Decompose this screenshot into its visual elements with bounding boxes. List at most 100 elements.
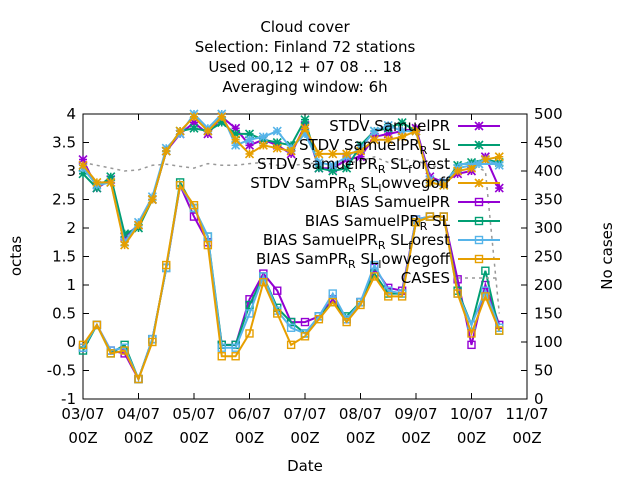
- x-axis-label: Date: [287, 457, 323, 475]
- y-tick-label: 3.5: [52, 134, 76, 152]
- data-point: [231, 352, 240, 361]
- y2-tick-label: 0: [534, 390, 544, 408]
- legend-label: BIAS SamuelPRR SLforest: [263, 231, 450, 252]
- data-point: [397, 132, 407, 142]
- y-tick-label: 2.5: [52, 191, 76, 209]
- data-point: [120, 240, 130, 250]
- chart-title: Cloud cover Selection: Finland 72 statio…: [195, 18, 416, 96]
- legend-label-part: STDV SamuelPR: [329, 117, 450, 135]
- data-point: [231, 129, 241, 139]
- data-point: [425, 212, 435, 221]
- x-tick-label: 00Z: [346, 429, 375, 447]
- data-point: [189, 123, 199, 133]
- data-point: [481, 266, 490, 275]
- x-tick-label: 11/07: [505, 405, 548, 423]
- data-point: [106, 349, 115, 358]
- x-tick-label: 05/07: [172, 405, 215, 423]
- series-8: [82, 156, 501, 314]
- data-point: [383, 120, 393, 130]
- legend-label-part: R: [378, 163, 386, 176]
- data-point: [231, 123, 241, 133]
- data-point: [161, 146, 171, 156]
- data-point: [286, 323, 296, 332]
- y2-tick-label: 500: [534, 105, 563, 123]
- data-point: [328, 297, 337, 307]
- legend-marker: [474, 140, 484, 150]
- series-line: [82, 156, 501, 314]
- data-point: [203, 240, 213, 250]
- data-point: [175, 126, 185, 136]
- y2-tick-label: 350: [534, 191, 563, 209]
- y-tick-label: 0.5: [52, 305, 76, 323]
- y2-tick-label: 300: [534, 219, 563, 237]
- legend-label-part: f: [408, 239, 413, 252]
- legend-label-part: SL: [356, 250, 379, 268]
- x-tick-label: 07/07: [283, 405, 326, 423]
- data-point: [120, 229, 130, 239]
- legend-marker: [474, 235, 484, 245]
- y2-tick-label: 100: [534, 333, 563, 351]
- y2-tick-label: 200: [534, 276, 563, 294]
- data-point: [328, 149, 338, 159]
- data-point: [342, 163, 352, 173]
- y2-tick-label: 50: [534, 362, 553, 380]
- legend-label-part: orest: [412, 155, 450, 173]
- x-tick-label: 00Z: [512, 429, 541, 447]
- data-point: [258, 140, 268, 150]
- data-point: [189, 112, 199, 122]
- y-tick-label: 2: [66, 219, 76, 237]
- x-tick-label: 00Z: [401, 429, 430, 447]
- data-point: [467, 340, 476, 350]
- legend-label-part: SL: [427, 212, 450, 230]
- data-point: [175, 181, 185, 190]
- data-point: [189, 200, 199, 210]
- y-tick-label: -0.5: [47, 362, 76, 380]
- data-point: [397, 292, 407, 301]
- x-tick-label: 00Z: [124, 429, 153, 447]
- data-point: [369, 126, 379, 136]
- y-tick-label: 4: [66, 105, 76, 123]
- data-point: [92, 320, 102, 330]
- legend-label-part: R: [378, 239, 386, 252]
- data-point: [147, 194, 157, 205]
- data-point: [231, 140, 241, 150]
- data-point: [272, 137, 282, 148]
- data-point: [467, 329, 476, 338]
- legend-label: STDV SamuelPRR SL: [299, 136, 451, 157]
- legend-label: BIAS SamuelPR: [335, 193, 450, 211]
- x-tick-label: 08/07: [339, 405, 382, 423]
- data-point: [78, 160, 88, 170]
- data-point: [134, 374, 143, 384]
- x-tick-label: 00Z: [290, 429, 319, 447]
- data-point: [272, 126, 282, 136]
- legend-label-part: BIAS SamuelPR: [263, 231, 378, 249]
- y-tick-label: 0: [66, 333, 76, 351]
- data-point: [300, 129, 310, 139]
- data-point: [328, 166, 338, 176]
- data-point: [106, 177, 116, 187]
- data-point: [453, 166, 463, 176]
- data-point: [383, 135, 393, 145]
- legend-label-part: SL: [386, 155, 409, 173]
- data-point: [494, 183, 504, 193]
- legend-marker: [474, 254, 484, 264]
- legend-label: STDV SamuelPRR SLforest: [257, 155, 450, 176]
- data-point: [217, 117, 227, 128]
- series-line: [82, 182, 501, 382]
- x-tick-label: 00Z: [457, 429, 486, 447]
- data-point: [286, 146, 296, 156]
- data-point: [314, 163, 324, 173]
- data-point: [133, 220, 144, 230]
- x-tick-label: 03/07: [61, 405, 104, 423]
- data-point: [189, 117, 199, 128]
- data-point: [300, 317, 310, 327]
- legend-label: STDV SamPRR SLlowvegoff: [250, 174, 450, 195]
- series-layer: [78, 109, 504, 384]
- data-point: [244, 135, 255, 145]
- x-tick-label: 00Z: [235, 429, 264, 447]
- data-point: [397, 126, 407, 136]
- data-point: [370, 260, 379, 270]
- legend-label: STDV SamuelPR: [329, 117, 450, 135]
- data-point: [231, 135, 241, 145]
